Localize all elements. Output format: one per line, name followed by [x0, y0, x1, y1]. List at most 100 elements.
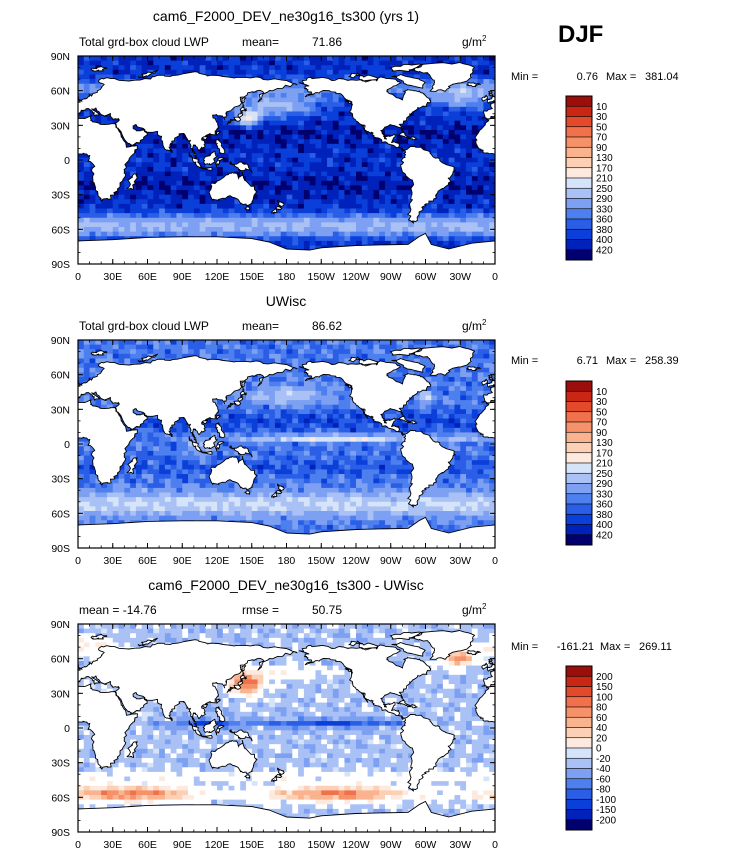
colorbar-swatch	[565, 727, 593, 739]
x-tick-label: 30W	[449, 839, 471, 851]
colorbar-label: -20	[596, 754, 611, 765]
x-tick-label: 90W	[380, 271, 402, 283]
colorbar-swatch	[565, 737, 593, 749]
colorbar-label: 80	[596, 703, 608, 714]
y-tick-label: 90S	[51, 827, 70, 839]
colorbar-swatch	[565, 788, 593, 800]
colorbar-swatch	[565, 390, 593, 402]
y-tick-label: 60N	[51, 654, 70, 666]
colorbar-label: 130	[596, 438, 613, 449]
y-tick-label: 90S	[51, 259, 70, 271]
colorbar-label: 360	[596, 500, 613, 511]
colorbar-swatch	[565, 167, 593, 179]
colorbar-swatch	[565, 421, 593, 433]
max-value: 258.39	[645, 355, 679, 367]
x-tick-label: 150E	[239, 839, 264, 851]
colorbar-swatch	[565, 431, 593, 443]
colorbar-swatch	[565, 798, 593, 810]
colorbar-label: 10	[596, 387, 608, 398]
stat-label: rmse =	[242, 603, 279, 617]
colorbar-swatch	[565, 778, 593, 790]
x-tick-label: 150W	[308, 839, 336, 851]
colorbar-label: 380	[596, 510, 613, 521]
x-tick-label: 0	[492, 555, 498, 567]
colorbar-label: 10	[596, 102, 608, 113]
x-tick-label: 0	[75, 839, 81, 851]
colorbar-label: 0	[596, 744, 602, 755]
colorbar-label: 100	[596, 692, 613, 703]
stat-label: mean=	[242, 35, 279, 49]
colorbar-swatch	[565, 136, 593, 148]
colorbar-label: 30	[596, 112, 608, 123]
colorbar-swatch	[565, 198, 593, 210]
y-tick-label: 60N	[51, 86, 70, 98]
colorbar-label: 400	[596, 520, 613, 531]
panel-title: cam6_F2000_DEV_ne30g16_ts300 - UWisc	[148, 577, 424, 593]
units-label: g/m2	[462, 318, 487, 333]
colorbar-swatch	[565, 503, 593, 515]
x-tick-label: 120E	[205, 271, 230, 283]
colorbar-swatch	[565, 187, 593, 199]
left-label: mean = -14.76	[79, 603, 157, 617]
land-mask	[78, 62, 495, 264]
x-tick-label: 60W	[415, 555, 437, 567]
x-tick-label: 30W	[449, 555, 471, 567]
colorbar-swatch	[565, 534, 593, 546]
y-tick-label: 0	[64, 723, 70, 735]
y-tick-label: 0	[64, 155, 70, 167]
colorbar-swatch	[565, 757, 593, 769]
colorbar-swatch	[565, 157, 593, 169]
y-tick-label: 90N	[51, 335, 70, 347]
x-tick-label: 30E	[103, 839, 122, 851]
colorbar-swatch	[565, 768, 593, 780]
colorbar-frame	[565, 665, 593, 831]
min-label: Min =	[511, 355, 538, 367]
panel-title: UWisc	[266, 293, 306, 309]
max-value: 381.04	[645, 71, 679, 83]
x-tick-label: 0	[492, 271, 498, 283]
colorbar-label: 290	[596, 479, 613, 490]
max-label: Max =	[600, 641, 630, 653]
colorbar-label: 210	[596, 174, 613, 185]
colorbar-swatch	[565, 177, 593, 189]
colorbar-label: -100	[596, 795, 616, 806]
colorbar-swatch	[565, 513, 593, 525]
max-value: 269.11	[639, 641, 672, 653]
x-tick-label: 90E	[173, 271, 192, 283]
x-tick-label: 180	[278, 555, 296, 567]
y-tick-label: 30N	[51, 688, 70, 700]
y-tick-label: 30N	[51, 404, 70, 416]
colorbar-label: -60	[596, 774, 611, 785]
y-tick-label: 60S	[51, 792, 70, 804]
y-tick-label: 90S	[51, 543, 70, 555]
colorbar-swatch	[565, 218, 593, 230]
x-tick-label: 180	[278, 271, 296, 283]
x-tick-label: 30E	[103, 555, 122, 567]
x-tick-label: 150W	[308, 271, 336, 283]
colorbar-label: 360	[596, 215, 613, 226]
season-label: DJF	[558, 21, 603, 48]
min-label: Min =	[511, 641, 538, 653]
colorbar-label: -40	[596, 764, 611, 775]
stat-value: 71.86	[312, 35, 342, 49]
colorbar-label: 40	[596, 723, 608, 734]
colorbar-swatch	[565, 472, 593, 484]
x-tick-label: 60E	[138, 555, 157, 567]
colorbar-swatch	[565, 809, 593, 821]
y-tick-label: 0	[64, 439, 70, 451]
colorbar-label: 250	[596, 184, 613, 195]
y-tick-label: 60S	[51, 508, 70, 520]
stat-label: mean=	[242, 319, 279, 333]
min-value: 0.76	[577, 71, 598, 83]
colorbar-swatch	[565, 95, 593, 107]
x-tick-label: 120W	[342, 555, 370, 567]
colorbar-swatch	[565, 819, 593, 831]
colorbar-swatch	[565, 228, 593, 240]
colorbar-label: 30	[596, 397, 608, 408]
colorbar-swatch	[565, 675, 593, 687]
x-tick-label: 60W	[415, 839, 437, 851]
x-tick-label: 90W	[380, 839, 402, 851]
x-tick-label: 150E	[239, 555, 264, 567]
colorbar-label: 50	[596, 122, 608, 133]
x-tick-label: 90E	[173, 555, 192, 567]
